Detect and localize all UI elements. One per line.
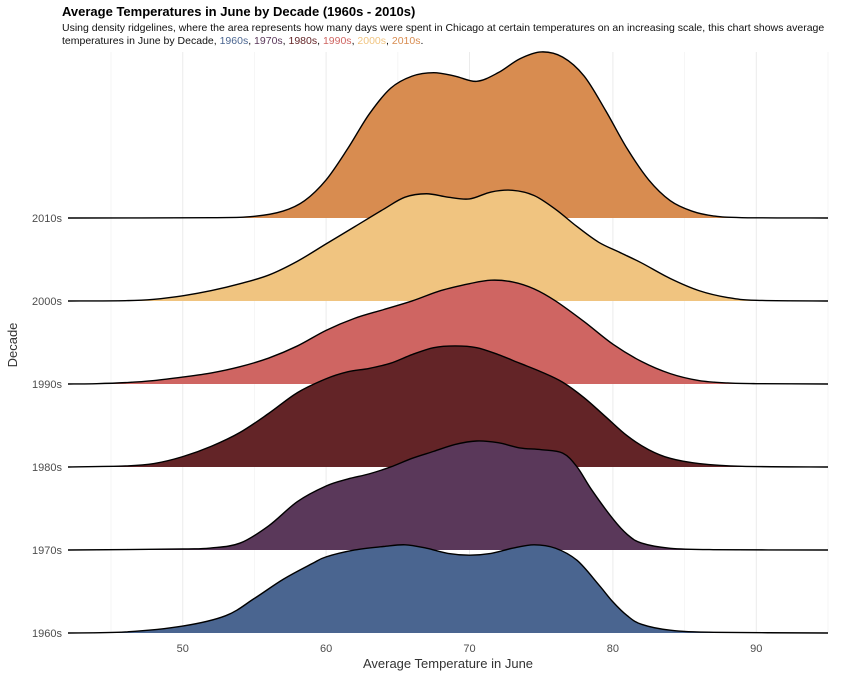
x-tick-labels: 50 60 70 80 90 — [177, 643, 763, 655]
subtitle-decade-1970s: 1970s — [254, 35, 283, 47]
x-axis-title: Average Temperature in June — [363, 656, 533, 671]
subtitle-decade-1980s: 1980s — [288, 35, 318, 47]
ridge-outline-2010s — [67, 51, 829, 219]
chart-subtitle: Using density ridgelines, where the area… — [62, 22, 832, 48]
ridge-area-2010s — [68, 51, 828, 219]
ridge-area-1990s — [68, 280, 828, 384]
ridge-2010s — [67, 51, 829, 219]
y-tick-label: 1970s — [32, 545, 62, 557]
ridge-area-1970s — [68, 440, 828, 550]
y-axis-title: Decade — [5, 323, 20, 368]
ridge-2000s — [67, 189, 829, 302]
ridge-outline-1990s — [67, 279, 829, 385]
x-tick-label: 50 — [177, 643, 189, 655]
ridge-1990s — [67, 279, 829, 385]
y-tick-label: 1960s — [32, 628, 62, 640]
x-tick-label: 80 — [607, 643, 619, 655]
y-tick-label: 1980s — [32, 462, 62, 474]
ridge-outline-1970s — [67, 440, 829, 551]
subtitle-decade-2000s: 2000s — [357, 35, 387, 47]
y-tick-label: 1990s — [32, 379, 62, 391]
subtitle-separator: , — [317, 35, 323, 47]
subtitle-separator: , — [386, 35, 392, 47]
subtitle-intro: Using density ridgelines, where the area… — [62, 22, 825, 47]
subtitle-separator: , — [351, 35, 358, 47]
subtitle-separator: , — [282, 35, 289, 47]
subtitle-separator: , — [248, 35, 255, 47]
x-tick-label: 70 — [463, 643, 475, 655]
subtitle-decade-1960s: 1960s — [219, 35, 249, 47]
ridge-area-1960s — [68, 544, 828, 633]
ridge-outline-1980s — [67, 345, 829, 468]
ridge-area-2000s — [68, 190, 828, 301]
subtitle-decade-1990s: 1990s — [322, 35, 352, 47]
ridge-1970s — [67, 440, 829, 551]
ridge-area-1980s — [68, 345, 828, 467]
ridges — [67, 51, 829, 634]
y-tick-label: 2010s — [32, 213, 62, 225]
ridge-outline-2000s — [67, 189, 829, 302]
chart-title: Average Temperatures in June by Decade (… — [62, 4, 416, 19]
subtitle-separator: . — [420, 35, 424, 47]
y-tick-label: 2000s — [32, 296, 62, 308]
x-tick-label: 60 — [320, 643, 332, 655]
ridge-outline-1960s — [67, 544, 829, 634]
subtitle-decade-2010s: 2010s — [391, 35, 421, 47]
ridge-1980s — [67, 345, 829, 468]
ridge-1960s — [67, 544, 829, 634]
x-tick-label: 90 — [750, 643, 762, 655]
y-tick-labels: 1960s 1970s 1980s 1990s 2000s 2010s — [32, 213, 62, 640]
